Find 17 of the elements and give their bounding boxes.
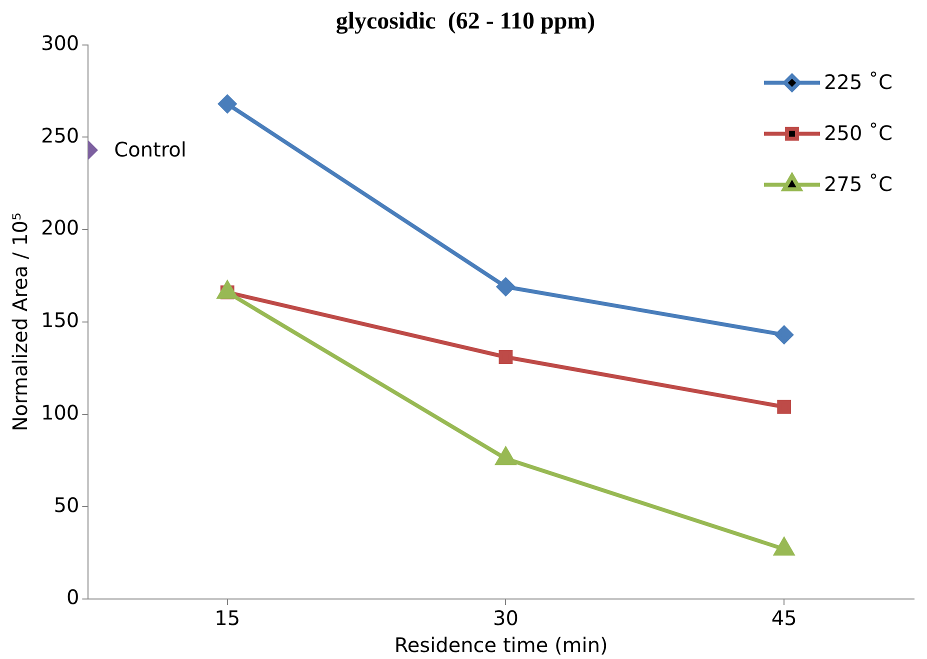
y-axis-title: Normalized Area / 10⁵ <box>8 212 32 432</box>
x-tick-label: 15 <box>214 606 240 630</box>
y-tick-label: 100 <box>40 400 80 424</box>
x-tick-label: 30 <box>493 606 518 630</box>
legend-label: 250 ˚C <box>824 121 892 146</box>
legend-label: 275 ˚C <box>824 172 892 196</box>
chart-title: glycosidic (62 - 110 ppm) <box>336 8 596 35</box>
x-tick-label: 45 <box>771 606 797 630</box>
y-tick-label: 0 <box>66 585 80 610</box>
y-tick-label: 200 <box>40 216 80 240</box>
legend-label: 225 ˚C <box>824 70 892 94</box>
x-axis-title: Residence time (min) <box>394 633 608 658</box>
series-label: Control <box>114 137 186 162</box>
y-tick-label: 250 <box>40 123 80 148</box>
y-tick-label: 300 <box>40 31 80 56</box>
y-tick-label: 50 <box>54 492 80 517</box>
y-tick-label: 150 <box>40 308 80 332</box>
